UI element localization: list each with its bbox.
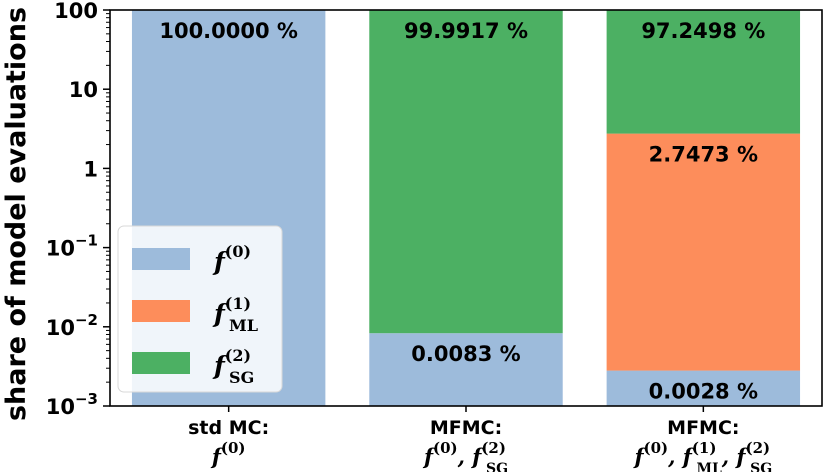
x-tick-label: MFMC: <box>667 417 739 439</box>
legend-label: f(2) SG <box>212 346 254 387</box>
y-axis-label: share of model evaluations <box>1 7 32 421</box>
bar-segment <box>606 370 801 406</box>
bars-layer <box>131 10 801 406</box>
x-tick-label: std MC: <box>188 417 269 439</box>
x-tick-label-math: f(0) <box>210 439 246 469</box>
x-tick-label: MFMC: <box>430 417 502 439</box>
legend-label: f(1) ML <box>212 294 258 335</box>
legend: f(0) f(1) ML f(2) SG <box>117 225 283 393</box>
y-tick-label: 10 <box>69 78 98 102</box>
y-tick-label: 1 <box>83 157 98 181</box>
legend-swatch <box>132 248 190 270</box>
data-label: 97.2498 % <box>641 19 765 43</box>
y-tick-label: 100 <box>54 0 98 23</box>
y-axis: 10−3 10−2 10−1 1 10 100 <box>46 0 110 419</box>
bar-segment <box>369 333 563 406</box>
data-label: 0.0028 % <box>649 380 758 404</box>
y-tick-label: 10−3 <box>46 390 98 419</box>
bar-segment <box>369 10 563 334</box>
data-label: 99.9917 % <box>404 19 528 43</box>
data-label: 0.0083 % <box>411 342 520 366</box>
y-tick-label: 10−1 <box>46 232 98 261</box>
data-labels-layer: 100.0000 % 0.0083 % 99.9917 % 0.0028 % 2.747… <box>159 19 765 404</box>
bar-segment <box>606 10 801 134</box>
legend-label: f(0) <box>212 242 251 276</box>
data-label: 100.0000 % <box>159 19 298 43</box>
legend-swatch <box>132 352 190 374</box>
x-tick-label-math: f(0), f(2) SG <box>422 439 508 472</box>
x-tick-label-math: f(0), f(1) ML, f(2) SG <box>632 439 772 472</box>
data-label: 2.7473 % <box>649 143 758 167</box>
bar-segment <box>606 133 801 371</box>
legend-swatch <box>132 300 190 322</box>
y-tick-label: 10−2 <box>46 311 98 340</box>
